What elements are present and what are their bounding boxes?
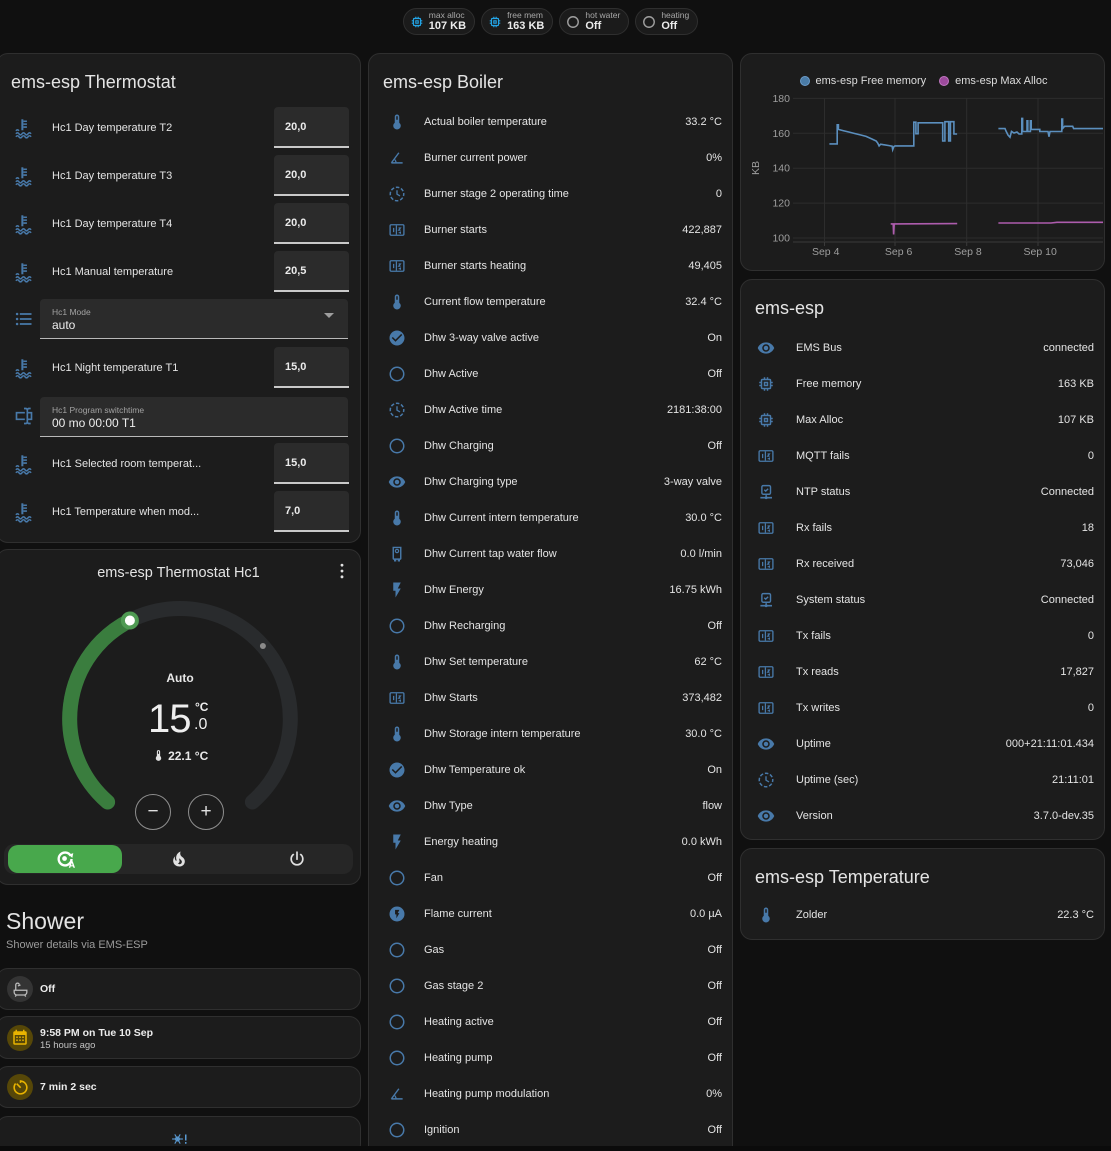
svg-text:Sep 8: Sep 8 [954,246,982,258]
svg-text:Sep 4: Sep 4 [812,246,840,258]
svg-text:160: 160 [772,128,790,140]
svg-text:KB: KB [750,161,762,175]
svg-text:120: 120 [772,198,790,210]
svg-text:140: 140 [772,163,790,175]
svg-text:Sep 6: Sep 6 [885,246,913,258]
svg-text:Sep 10: Sep 10 [1024,246,1057,258]
svg-text:180: 180 [772,93,790,105]
svg-text:100: 100 [772,233,790,245]
